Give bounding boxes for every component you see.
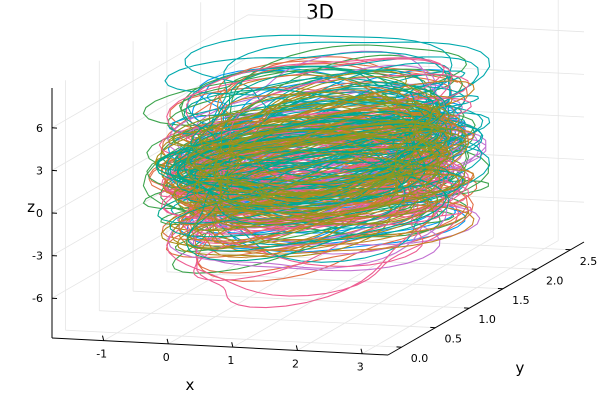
x-tick-mark [166, 338, 169, 345]
y-axis-line [387, 241, 585, 356]
y-grid-line [133, 290, 470, 309]
x-grid-line [297, 237, 494, 351]
z-tick-label: -6 [32, 292, 43, 305]
z-grid-line [247, 14, 585, 33]
x-tick-mark [231, 342, 234, 348]
y-grid-line [166, 271, 503, 290]
x-grid-line [362, 240, 559, 355]
x-tick-label: -1 [96, 348, 107, 361]
x-tick-mark [360, 348, 363, 354]
z-grid-line [51, 57, 249, 171]
z-tick-label: 0 [36, 207, 43, 220]
y-tick-label: 1.0 [478, 313, 496, 326]
z-tick-label: 3 [36, 164, 43, 177]
x-tick-mark [295, 345, 298, 351]
z-grid-line [51, 14, 249, 129]
y-tick-label: 2.0 [546, 274, 564, 287]
z-axis-label: z [27, 198, 35, 216]
x-axis-label: x [186, 376, 195, 394]
x-tick-mark [102, 335, 105, 341]
x-tick-label: 3 [357, 361, 364, 374]
z-tick-label: 6 [36, 122, 43, 135]
y-grid-line [200, 251, 537, 270]
y-tick-label: 0.5 [445, 333, 463, 346]
tick-labels: -1 0 1 2 3 0.0 0.5 1.0 1.5 2.0 2.5 -6 -3 0 3 6 [32, 122, 597, 374]
x-tick-label: 2 [292, 357, 299, 370]
series-curves [142, 34, 491, 309]
x-tick-label: 1 [227, 354, 234, 367]
y-axis-label: y [516, 359, 525, 377]
y-tick-label: 1.5 [512, 294, 530, 307]
x-tick-label: 0 [163, 351, 170, 364]
y-grid-line [99, 310, 436, 329]
y-tick-label: 2.5 [580, 255, 598, 268]
z-tick-label: -3 [32, 250, 43, 263]
y-tick-label: 0.0 [411, 352, 429, 365]
chart-title: 3D [306, 0, 334, 24]
axes [51, 88, 585, 356]
y-grid-line [65, 329, 402, 348]
series-curve [171, 75, 467, 250]
x-axis-line [51, 337, 389, 356]
z-grid-line [247, 57, 585, 75]
